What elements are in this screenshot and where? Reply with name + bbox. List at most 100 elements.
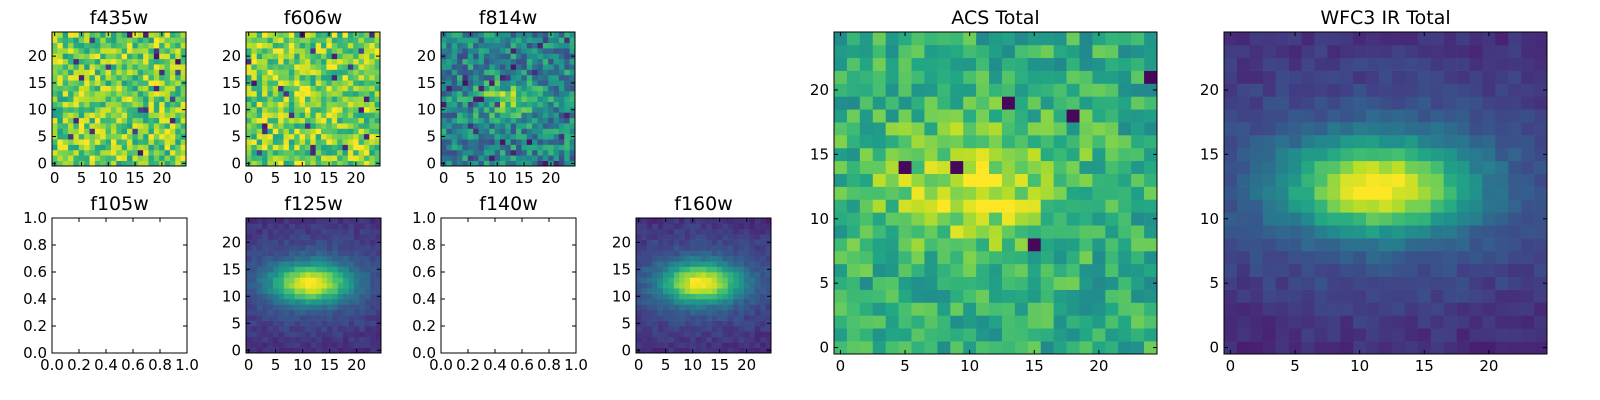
heatmap-cell	[483, 90, 490, 97]
heatmap-cell	[700, 255, 707, 262]
heatmap-cell	[733, 239, 739, 246]
heatmap-cell	[62, 123, 69, 129]
heatmap-cell	[127, 117, 133, 124]
heatmap-cell	[727, 223, 734, 230]
heatmap-cell	[1040, 122, 1054, 136]
heatmap-cell	[462, 90, 469, 97]
heatmap-cell	[246, 331, 252, 338]
heatmap-cell	[137, 85, 144, 92]
heatmap-cell	[272, 85, 279, 92]
heatmap-cell	[684, 228, 691, 235]
heatmap-cell	[310, 37, 316, 44]
heatmap-cell	[89, 133, 96, 140]
heatmap-cell	[1027, 263, 1042, 278]
heatmap-cell	[267, 326, 274, 332]
heatmap-cell	[262, 218, 268, 224]
heatmap-cell	[1366, 302, 1380, 316]
heatmap-cell	[1144, 122, 1158, 136]
heatmap-cell	[246, 255, 252, 262]
heatmap-cell	[1521, 32, 1535, 46]
heatmap-cell	[542, 128, 549, 135]
heatmap-cell	[1118, 250, 1132, 265]
heatmap-cell	[646, 223, 653, 230]
heatmap-cell	[321, 149, 327, 156]
heatmap-cell	[451, 101, 458, 108]
heatmap-cell	[1456, 147, 1470, 162]
heatmap-cell	[1040, 263, 1054, 278]
heatmap-cell	[937, 57, 951, 71]
heatmap-cell	[78, 96, 85, 102]
heatmap-cell	[558, 80, 565, 86]
heatmap-cell	[489, 80, 495, 86]
heatmap-cell	[510, 139, 517, 145]
heatmap-cell	[553, 107, 560, 113]
heatmap-cell	[294, 42, 300, 49]
heatmap-cell	[159, 101, 165, 108]
heatmap-cell	[462, 96, 469, 102]
heatmap-cell	[283, 315, 290, 321]
heatmap-cell	[110, 85, 117, 92]
heatmap-cell	[294, 288, 301, 294]
heatmap-cell	[963, 32, 977, 46]
heatmap-cell	[1521, 212, 1535, 226]
heatmap-cell	[363, 37, 370, 44]
heatmap-cell	[911, 147, 925, 162]
heatmap-cell	[267, 155, 274, 161]
heatmap-cell	[110, 155, 117, 161]
heatmap-cell	[532, 107, 538, 113]
heatmap-cell	[153, 128, 160, 135]
heatmap-cell	[526, 64, 533, 70]
heatmap-cell	[564, 90, 570, 97]
heatmap-cell	[343, 304, 349, 311]
heatmap-cell	[1079, 83, 1093, 97]
heatmap-cell	[78, 37, 85, 44]
heatmap-cell	[315, 90, 322, 97]
heatmap-cell	[684, 320, 691, 327]
heatmap-cell	[294, 37, 300, 44]
heatmap-cell	[100, 107, 106, 113]
heatmap-cell	[1262, 302, 1276, 316]
heatmap-cell	[1495, 289, 1509, 303]
heatmap-cell	[1534, 276, 1548, 290]
heatmap-cell	[1144, 160, 1158, 174]
heatmap-cell	[283, 80, 290, 86]
heatmap-cell	[976, 122, 990, 136]
heatmap-cell	[180, 112, 187, 119]
heatmap-cell	[537, 96, 544, 102]
heatmap-cell	[483, 58, 490, 65]
heatmap-cell	[872, 160, 886, 174]
heatmap-cell	[169, 85, 176, 92]
x-tick-label: 0.2	[67, 356, 91, 374]
heatmap-cell	[499, 149, 506, 156]
heatmap-cell	[68, 42, 74, 49]
heatmap-cell	[272, 117, 279, 124]
heatmap-cell	[733, 234, 739, 240]
heatmap-cell	[375, 261, 382, 267]
y-tick-label: 15	[417, 74, 436, 92]
heatmap-cell	[299, 96, 306, 102]
heatmap-cell	[1508, 57, 1522, 71]
heatmap-cell	[963, 122, 977, 136]
heatmap-cell	[180, 58, 187, 65]
heatmap-cell	[262, 282, 268, 289]
heatmap-cell	[137, 90, 144, 97]
heatmap-cell	[57, 80, 64, 86]
heatmap-cell	[272, 64, 279, 70]
heatmap-cell	[1366, 341, 1380, 355]
heatmap-cell	[467, 123, 474, 129]
heatmap-cell	[717, 282, 723, 289]
heatmap-cell	[337, 85, 343, 92]
heatmap-cell	[1443, 328, 1457, 342]
heatmap-cell	[754, 293, 761, 300]
heatmap-cell	[364, 266, 371, 273]
heatmap-cell	[1105, 173, 1119, 187]
heatmap-cell	[1301, 263, 1315, 278]
heatmap-cell	[343, 223, 349, 230]
heatmap-cell	[754, 266, 761, 273]
heatmap-cell	[1079, 44, 1093, 59]
heatmap-cell	[364, 245, 371, 251]
heatmap-cell	[976, 160, 990, 174]
heatmap-cell	[1092, 212, 1106, 226]
heatmap-cell	[116, 37, 122, 44]
